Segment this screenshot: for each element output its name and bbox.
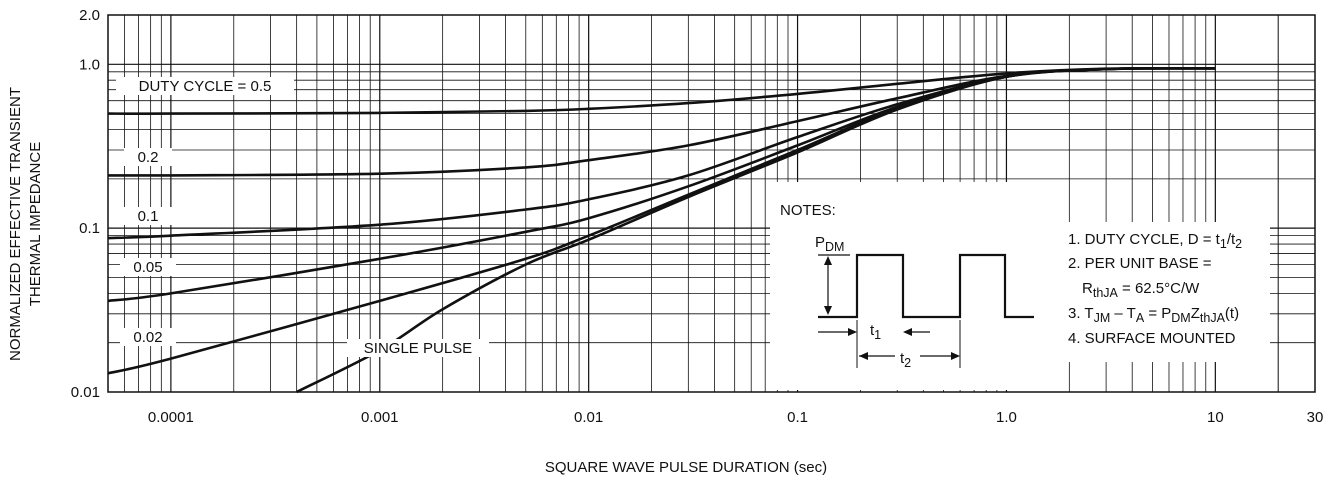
pdm-arrow-up (824, 256, 832, 265)
t1-head-right (903, 328, 912, 336)
series-label-4: 0.02 (133, 329, 162, 346)
notes-panel: NOTES: PDM t1 t2 1. DUTY CYCLE, D = t1/t2 2. … (770, 182, 1270, 390)
t1-head-left (848, 328, 857, 336)
x-tick-labels: 0.0001 0.001 0.01 0.1 1.0 10 30 (148, 409, 1323, 426)
t2-label: t2 (900, 350, 911, 370)
series-label-5: SINGLE PULSE (364, 340, 472, 357)
series-curve-5 (296, 66, 1216, 394)
note-surface-mounted: 4. SURFACE MOUNTED (1068, 330, 1236, 347)
x-axis-label: SQUARE WAVE PULSE DURATION (sec) (545, 459, 827, 476)
t2-head-right (951, 352, 960, 360)
t2-head-left (859, 352, 868, 360)
note-tjm: 3. TJM – TA = PDMZthJA(t) (1068, 305, 1239, 325)
series-label-2: 0.1 (138, 208, 159, 225)
notes-bg-left (770, 182, 1040, 390)
y-tick-label: 2.0 (79, 7, 100, 24)
x-tick-label: 0.01 (574, 409, 603, 426)
x-tick-label: 0.1 (787, 409, 808, 426)
series-label-3: 0.05 (133, 259, 162, 276)
y-tick-label: 0.1 (79, 220, 100, 237)
series-curves: DUTY CYCLE = 0.5 0.2 0.1 0.05 0.02 SINGLE PUL… (107, 66, 1216, 394)
series-label-1: 0.2 (138, 149, 159, 166)
series-label-bg (120, 328, 176, 346)
series-label-bg (116, 77, 294, 95)
y-tick-labels: 0.01 0.1 1.0 2.0 (71, 7, 100, 401)
notes-bg-right (1040, 222, 1270, 362)
pdm-label: PDM (815, 234, 844, 254)
series-label-bg (124, 148, 172, 166)
note-per-unit-base: 2. PER UNIT BASE = (1068, 255, 1212, 272)
series-label-bg (124, 207, 172, 225)
t1-label: t1 (870, 322, 881, 342)
y-tick-label: 1.0 (79, 56, 100, 73)
series-label-0: DUTY CYCLE = 0.5 (139, 78, 272, 95)
note-rthja: RthJA = 62.5°C/W (1082, 280, 1200, 300)
note-duty-cycle: 1. DUTY CYCLE, D = t1/t2 (1068, 231, 1242, 251)
series-label-bg (120, 258, 176, 276)
pdm-arrow-down (824, 306, 832, 315)
series-label-bg (347, 339, 489, 357)
y-tick-label: 0.01 (71, 384, 100, 401)
x-tick-label: 1.0 (996, 409, 1017, 426)
x-tick-label: 0.0001 (148, 409, 194, 426)
y-axis-label-line1: NORMALIZED EFFECTIVE TRANSIENT (7, 87, 24, 361)
x-tick-label: 30 (1307, 409, 1324, 426)
x-tick-label: 0.001 (361, 409, 399, 426)
x-tick-label: 10 (1207, 409, 1224, 426)
pulse-waveform (818, 253, 1034, 319)
notes-heading: NOTES: (780, 202, 836, 219)
y-axis-label-line2: THERMAL IMPEDANCE (27, 142, 44, 306)
plot-frame (107, 14, 1316, 393)
